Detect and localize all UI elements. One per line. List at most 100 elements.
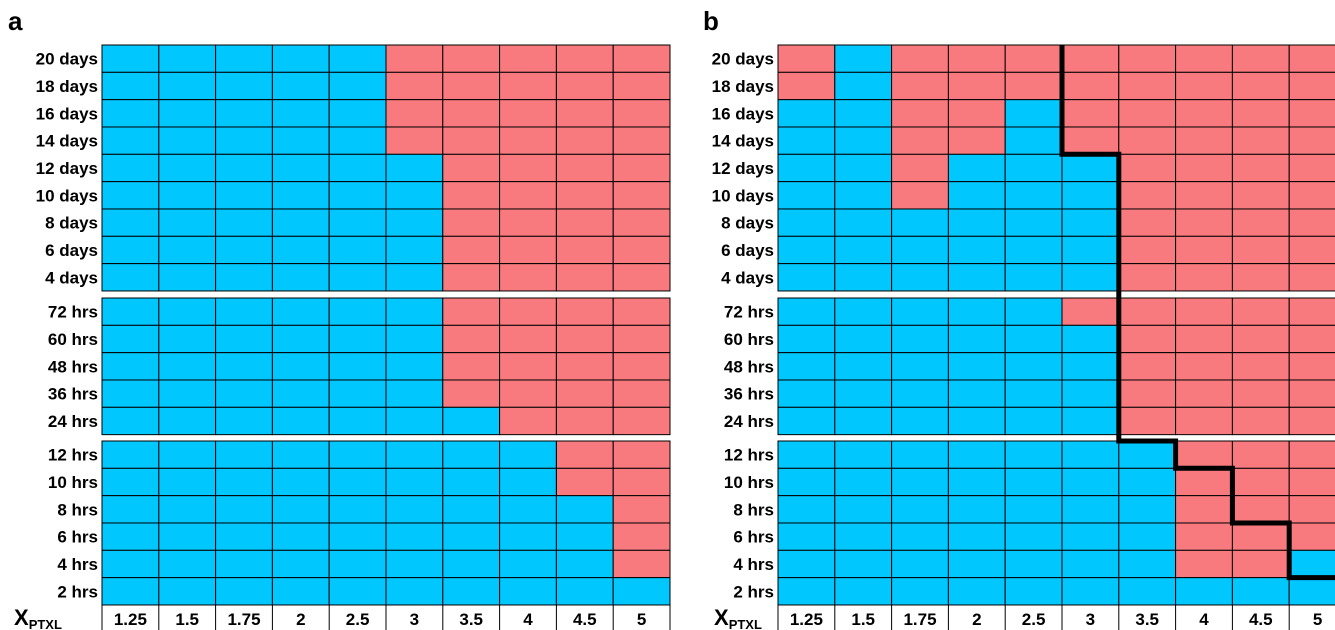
panel-letter: b [703, 6, 719, 36]
heatmap-cell [385, 379, 444, 408]
heatmap-cell [385, 208, 444, 237]
heatmap-cell [101, 379, 160, 408]
heatmap-cell [328, 324, 387, 354]
heatmap-cell [891, 181, 949, 210]
heatmap-cell [215, 44, 273, 73]
heatmap-cell [1175, 235, 1233, 265]
heatmap-cell [612, 208, 671, 237]
heatmap-cell [101, 440, 160, 469]
panel-a: a 20 days 18 days 16 days 14 days 12 days 10 d… [8, 6, 671, 630]
heatmap-cell [1231, 126, 1290, 155]
column-label: 2 [972, 610, 981, 629]
heatmap-cell [499, 208, 557, 237]
heatmap-cell [612, 379, 671, 408]
heatmap-cell [499, 495, 557, 524]
heatmap-cell [215, 467, 273, 497]
heatmap-cell [442, 467, 501, 497]
heatmap-cell [215, 577, 273, 606]
heatmap-cell [1004, 99, 1063, 128]
heatmap-cell [442, 297, 501, 326]
heatmap-cell [1118, 522, 1177, 551]
heatmap-cell [777, 181, 836, 210]
heatmap-cell [442, 324, 501, 354]
heatmap-cell [215, 406, 273, 436]
column-label: 3 [410, 610, 419, 629]
row-label: 10 days [36, 186, 98, 205]
heatmap-cell [1288, 577, 1335, 606]
heatmap-cell [442, 379, 501, 408]
heatmap-cell [777, 352, 836, 381]
heatmap-cell [1004, 44, 1063, 73]
heatmap-cell [1288, 440, 1335, 469]
heatmap-cell [328, 99, 387, 128]
heatmap-cell [612, 406, 671, 436]
heatmap-cell [555, 440, 614, 469]
column-label: 2 [296, 610, 305, 629]
heatmap-cell [1175, 297, 1233, 326]
heatmap-cell [947, 406, 1006, 436]
heatmap-cell [442, 44, 501, 73]
row-label: 2 hrs [57, 582, 98, 601]
heatmap-cell [442, 99, 501, 128]
row-label: 36 hrs [48, 385, 98, 404]
row-label: 48 hrs [48, 357, 98, 376]
heatmap-cell [101, 99, 160, 128]
heatmap-cell [555, 577, 614, 606]
heatmap-cell [271, 99, 330, 128]
heatmap-cell [385, 263, 444, 292]
heatmap-cell [158, 522, 217, 551]
heatmap-cell [215, 263, 273, 292]
row-label: 14 days [36, 132, 98, 151]
row-label: 8 hrs [733, 500, 774, 519]
heatmap-cell [1288, 181, 1335, 210]
heatmap-cell [271, 379, 330, 408]
heatmap-cell [947, 263, 1006, 292]
row-label: 16 days [36, 104, 98, 123]
heatmap-cell [555, 44, 614, 73]
heatmap-cell [777, 44, 836, 73]
heatmap-cell [1175, 153, 1233, 183]
heatmap-cell [1175, 324, 1233, 354]
heatmap-cell [612, 153, 671, 183]
heatmap-cell [1231, 44, 1290, 73]
heatmap-cell [1061, 495, 1120, 524]
heatmap-cell [1118, 467, 1177, 497]
heatmap-cell [271, 440, 330, 469]
heatmap-cell [442, 71, 501, 101]
heatmap-cell [1175, 522, 1233, 551]
heatmap-cell [1288, 235, 1335, 265]
heatmap-cell [1288, 406, 1335, 436]
heatmap-cell [442, 577, 501, 606]
heatmap-cell [101, 495, 160, 524]
row-label: 2 hrs [733, 582, 774, 601]
row-label: 12 days [712, 159, 774, 178]
heatmap-cell [271, 181, 330, 210]
column-label: 1.75 [903, 610, 936, 629]
heatmap-cell [947, 71, 1006, 101]
heatmap-cell [947, 440, 1006, 469]
heatmap-cell [385, 181, 444, 210]
heatmap-cell [612, 263, 671, 292]
heatmap-cell [947, 577, 1006, 606]
row-label: 4 hrs [57, 555, 98, 574]
heatmap-cell [215, 324, 273, 354]
heatmap-cell [555, 297, 614, 326]
heatmap-cell [555, 99, 614, 128]
heatmap-cell [499, 235, 557, 265]
heatmap-cell [271, 495, 330, 524]
heatmap-cell [499, 352, 557, 381]
heatmap-cell [442, 495, 501, 524]
heatmap-cell [385, 440, 444, 469]
heatmap-cell [271, 406, 330, 436]
column-label: 1.25 [790, 610, 823, 629]
heatmap-cell [1231, 324, 1290, 354]
row-label: 48 hrs [724, 357, 774, 376]
heatmap-cell [777, 467, 836, 497]
heatmap-cell [1118, 181, 1177, 210]
heatmap-cell [215, 126, 273, 155]
heatmap-cell [215, 440, 273, 469]
heatmap-cell [158, 352, 217, 381]
heatmap-cell [1231, 297, 1290, 326]
heatmap-cell [271, 153, 330, 183]
heatmap-cell [834, 263, 893, 292]
